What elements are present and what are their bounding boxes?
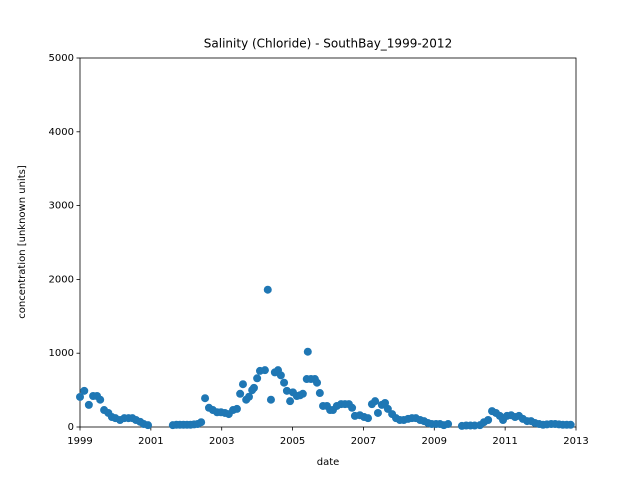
data-point [348,403,357,412]
chart-title: Salinity (Chloride) - SouthBay_1999-2012 [204,37,452,51]
data-point [444,420,453,429]
data-point [236,389,245,398]
data-point [197,418,206,427]
x-tick-label: 1999 [67,436,92,447]
data-point [201,394,210,403]
data-point [313,378,322,387]
data-point [484,415,493,424]
data-point [303,347,312,356]
data-point [315,389,324,398]
x-tick-label: 2005 [280,436,305,447]
data-point [276,371,285,380]
data-point [282,386,291,395]
data-point [280,378,289,387]
data-point [232,404,241,413]
data-point [263,285,272,294]
x-tick-label: 2007 [351,436,376,447]
data-point [253,374,262,383]
data-point [84,400,93,409]
y-tick-label: 3000 [49,201,74,212]
x-tick-label: 2013 [563,436,588,447]
y-tick-label: 1000 [49,348,74,359]
y-axis-label: concentration [unknown units] [17,165,28,319]
plot-frame [79,57,577,428]
data-point [566,420,575,429]
data-point [244,392,253,401]
x-tick-label: 2003 [209,436,234,447]
data-point [266,395,275,404]
y-tick-label: 0 [68,422,74,433]
data-point [286,397,295,406]
y-tick-label: 2000 [49,274,74,285]
data-point [371,397,380,406]
data-point [76,392,84,401]
x-tick-label: 2011 [492,436,517,447]
x-tick-label: 2001 [138,436,163,447]
data-point [144,421,153,430]
data-point [238,380,247,389]
x-tick-label: 2009 [422,436,447,447]
y-tick-label: 4000 [49,127,74,138]
data-point [249,383,258,392]
x-axis-label: date [317,457,340,468]
data-point [260,366,269,375]
data-point [298,389,307,398]
data-point [364,414,373,423]
data-point [373,408,382,417]
data-point [80,386,89,395]
data-point [96,395,105,404]
y-tick-label: 5000 [49,53,74,64]
